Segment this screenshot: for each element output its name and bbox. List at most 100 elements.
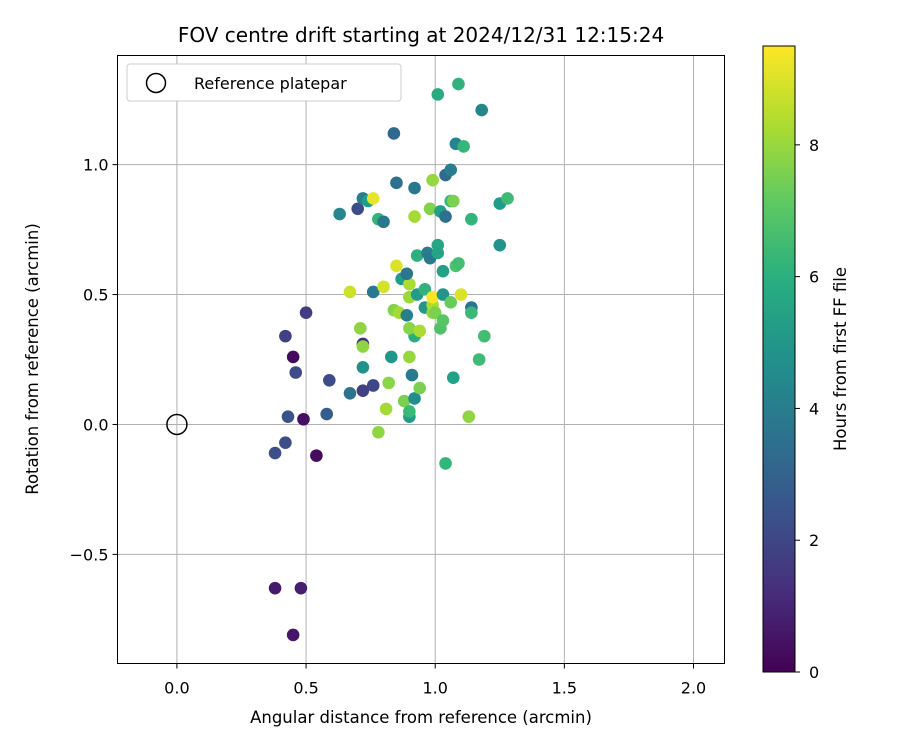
scatter-point [366, 192, 380, 205]
scatter-point [428, 306, 442, 320]
scatter-point [377, 215, 390, 229]
x-tick-label: 2.0 [681, 679, 706, 698]
scatter-point [356, 384, 370, 397]
scatter-point [454, 288, 468, 301]
colorbar-tick-label: 0 [809, 663, 819, 682]
scatter-point [390, 259, 403, 273]
scatter-point [400, 309, 414, 322]
scatter-point [501, 192, 514, 205]
scatter-point [403, 277, 416, 291]
legend-box [126, 63, 402, 102]
scatter-point [372, 425, 385, 439]
scatter-point [366, 379, 380, 392]
axis-ticks: 0.0 0.5 1.0 1.5 2.0 −0.5 0.0 0.5 1.0 [70, 156, 707, 698]
scatter-point [366, 285, 380, 299]
x-tick-label: 1.5 [552, 679, 577, 698]
scatter-point [431, 246, 445, 260]
scatter-point [408, 210, 421, 223]
scatter-point [452, 257, 465, 270]
scatter-point [477, 329, 491, 343]
scatter-point [297, 412, 310, 426]
scatter-point [403, 405, 416, 418]
scatter-point [475, 103, 489, 117]
scatter-points [268, 77, 514, 642]
scatter-point [377, 280, 390, 294]
y-tick-label: 0.0 [83, 415, 108, 434]
scatter-point [320, 407, 334, 421]
scatter-point [268, 581, 282, 595]
colorbar-ticks: 0 2 4 6 8 [795, 136, 819, 682]
scatter-point [457, 140, 470, 153]
y-axis-title: Rotation from reference (arcmin) [23, 223, 42, 495]
scatter-point [382, 376, 396, 390]
scatter-point [397, 394, 411, 408]
scatter-point [408, 392, 421, 405]
scatter-point [408, 181, 421, 195]
scatter-point [413, 324, 427, 338]
colorbar-tick-label: 4 [809, 399, 819, 418]
scatter-point [268, 446, 282, 460]
scatter-point [444, 296, 458, 309]
scatter-point [356, 360, 370, 374]
plot-frame [117, 55, 725, 664]
scatter-point [465, 212, 478, 226]
scatter-point [286, 350, 300, 364]
x-tick-label: 1.0 [422, 679, 447, 698]
scatter-point [354, 322, 367, 335]
x-tick-label: 0.5 [293, 679, 318, 698]
colorbar-tick-label: 2 [809, 531, 819, 550]
scatter-point [472, 353, 486, 366]
colorbar-label: Hours from first FF file [831, 267, 850, 451]
chart-title: FOV centre drift starting at 2024/12/31 … [178, 23, 664, 47]
scatter-point [410, 249, 424, 262]
legend-label-reference: Reference platepar [194, 74, 347, 93]
scatter-point [436, 264, 450, 278]
scatter-point [436, 288, 450, 301]
colorbar-frame [762, 45, 796, 673]
scatter-point [493, 238, 507, 252]
x-tick-label: 0.0 [164, 679, 189, 698]
y-tick-label: 0.5 [83, 286, 108, 305]
y-tick-label: −0.5 [70, 545, 109, 564]
scatter-point [403, 350, 416, 364]
scatter-point [439, 210, 452, 223]
scatter-point [439, 457, 452, 470]
scatter-point [426, 290, 439, 304]
scatter-point [462, 410, 476, 423]
scatter-point [279, 436, 292, 449]
scatter-point [436, 314, 450, 327]
scatter-point [400, 267, 414, 281]
scatter-point [444, 163, 458, 177]
scatter-point [390, 176, 403, 190]
scatter-point [446, 371, 460, 384]
scatter-point [356, 340, 370, 353]
colorbar: 0 2 4 6 8 Hours from first FF file [762, 45, 850, 682]
scatter-point [343, 386, 357, 400]
colorbar-tick-label: 6 [809, 268, 819, 287]
scatter-point [405, 368, 419, 382]
x-axis-title: Angular distance from reference (arcmin) [250, 708, 592, 727]
scatter-point [279, 329, 292, 343]
legend: Reference platepar [126, 63, 402, 102]
scatter-point [387, 127, 401, 140]
scatter-point [413, 381, 427, 395]
scatter-point [403, 322, 416, 335]
scatter-point [281, 410, 295, 423]
scatter-point [333, 207, 346, 221]
scatter-point [418, 283, 432, 296]
grid [117, 55, 725, 664]
scatter-point [384, 350, 398, 364]
scatter-point [431, 88, 445, 101]
y-tick-label: 1.0 [83, 156, 108, 175]
scatter-point [286, 628, 300, 642]
scatter-point [294, 581, 308, 595]
scatter-point [423, 202, 437, 216]
scatter-point [452, 77, 465, 91]
reference-point-marker [166, 413, 188, 436]
legend-marker-reference [145, 72, 167, 94]
scatter-point [426, 173, 439, 187]
scatter-point [446, 194, 460, 208]
colorbar-tick-label: 8 [809, 136, 819, 155]
scatter-point [289, 366, 303, 379]
